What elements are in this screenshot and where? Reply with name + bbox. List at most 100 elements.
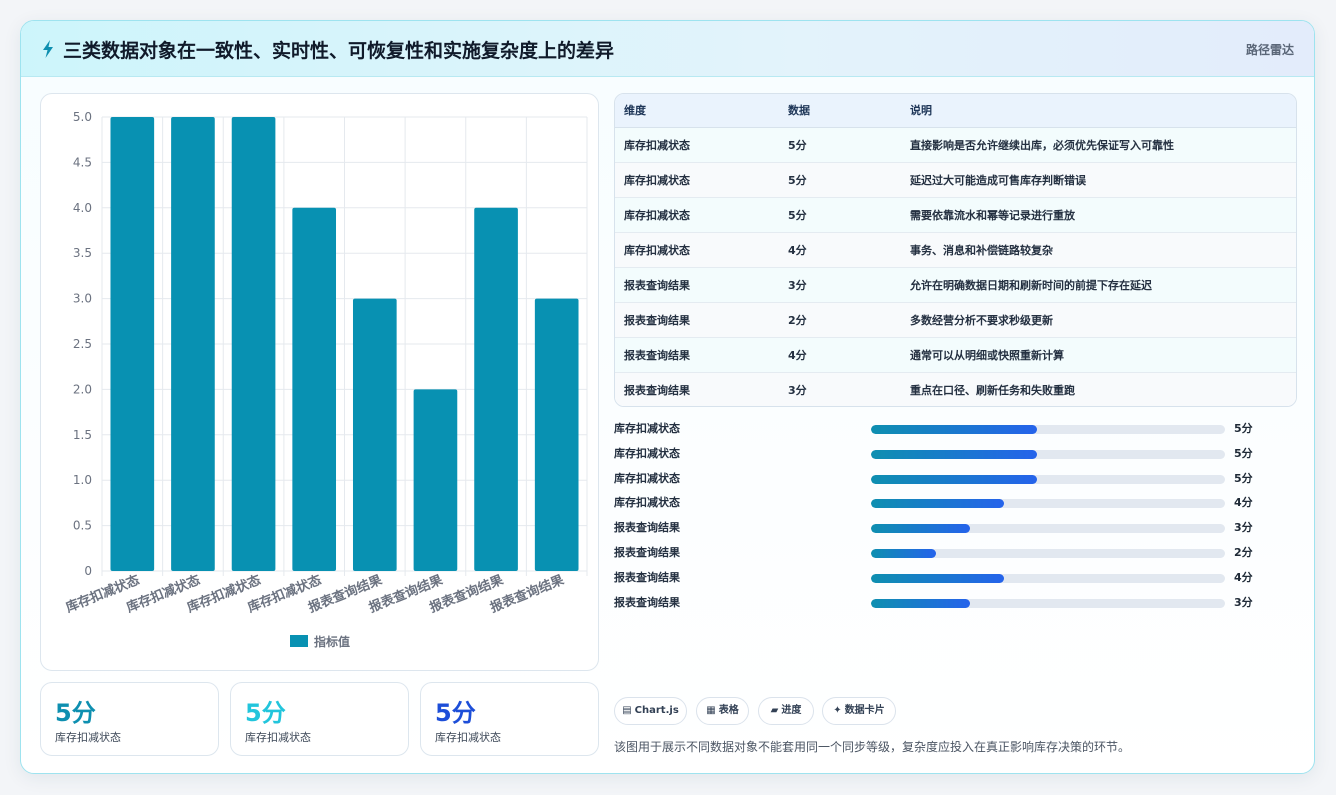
cell-dimension: 报表查询结果 bbox=[624, 383, 690, 397]
progress-value: 4分 bbox=[1234, 570, 1253, 584]
cell-data: 4分 bbox=[788, 243, 807, 257]
progress-fill bbox=[871, 598, 971, 608]
bar-chart: 00.51.01.52.02.53.03.54.04.55.0库存扣减状态库存扣… bbox=[63, 110, 588, 649]
progress-fill bbox=[871, 425, 1038, 434]
cell-dimension: 库存扣减状态 bbox=[624, 173, 690, 187]
cell-dimension: 报表查询结果 bbox=[624, 278, 690, 292]
progress-row: 报表查询结果 3分 bbox=[614, 516, 1297, 541]
legend-label: 指标值 bbox=[314, 634, 350, 649]
chart-icon: ▤ bbox=[622, 705, 632, 716]
bar bbox=[413, 389, 458, 571]
cell-data: 4分 bbox=[788, 348, 807, 362]
y-tick-label: 2.0 bbox=[73, 382, 92, 396]
chip-data-card[interactable]: ✦ 数据卡片 bbox=[822, 697, 896, 725]
y-tick-label: 3.0 bbox=[73, 292, 92, 306]
cell-dimension: 库存扣减状态 bbox=[624, 208, 690, 222]
table-row: 报表查询结果 4分 通常可以从明细或快照重新计算 bbox=[615, 337, 1296, 372]
chip-label: 数据卡片 bbox=[844, 705, 885, 716]
bar bbox=[110, 117, 155, 571]
y-tick-label: 0.5 bbox=[73, 519, 92, 533]
progress-label: 报表查询结果 bbox=[614, 595, 680, 609]
cell-note: 允许在明确数据日期和刷新时间的前提下存在延迟 bbox=[910, 278, 1152, 292]
progress-track bbox=[871, 524, 1225, 534]
table-row: 报表查询结果 3分 允许在明确数据日期和刷新时间的前提下存在延迟 bbox=[615, 267, 1296, 302]
cell-note: 事务、消息和补偿链路较复杂 bbox=[910, 243, 1053, 257]
chip-label: Chart.js bbox=[634, 705, 679, 716]
kpi-label: 库存扣减状态 bbox=[435, 731, 501, 744]
progress-fill bbox=[871, 499, 1004, 509]
cell-data: 5分 bbox=[788, 138, 807, 152]
legend-swatch bbox=[290, 635, 308, 647]
progress-fill bbox=[871, 524, 971, 534]
progress-value: 2分 bbox=[1234, 545, 1253, 559]
cell-note: 需要依靠流水和幂等记录进行重放 bbox=[910, 208, 1075, 222]
progress-label: 库存扣减状态 bbox=[614, 496, 680, 510]
table-row: 报表查询结果 3分 重点在口径、刷新任务和失败重跑 bbox=[615, 372, 1296, 406]
cell-data: 5分 bbox=[788, 208, 807, 222]
table-header-data: 数据 bbox=[779, 94, 901, 128]
progress-fill bbox=[871, 474, 1038, 484]
chip-progress[interactable]: ▰ 进度 bbox=[758, 697, 814, 725]
progress-track bbox=[871, 499, 1225, 509]
progress-track bbox=[871, 598, 1225, 608]
progress-icon: ▰ bbox=[770, 705, 779, 716]
cell-data: 2分 bbox=[788, 313, 807, 327]
progress-label: 报表查询结果 bbox=[614, 545, 680, 559]
y-tick-label: 5.0 bbox=[73, 110, 92, 124]
cell-note: 延迟过大可能造成可售库存判断错误 bbox=[910, 173, 1086, 187]
progress-row: 报表查询结果 2分 bbox=[614, 541, 1297, 566]
progress-value: 3分 bbox=[1234, 521, 1253, 535]
bar-chart-panel: 0 0.5 1.0 1.5 2.0 2.5 3.0 3.5 4.0 4.5 5.0 库存扣减状态 库存扣… bbox=[40, 93, 599, 671]
progress-row: 报表查询结果 4分 bbox=[614, 566, 1297, 591]
chip-label: 表格 bbox=[718, 705, 739, 716]
bar bbox=[352, 298, 397, 571]
cell-note: 重点在口径、刷新任务和失败重跑 bbox=[910, 383, 1075, 397]
y-tick-label: 3.5 bbox=[73, 246, 92, 260]
y-tick-label: 4.0 bbox=[73, 201, 92, 215]
table-icon: ▦ bbox=[706, 705, 716, 716]
y-tick-label: 1.0 bbox=[73, 473, 92, 487]
page-title: 三类数据对象在一致性、实时性、可恢复性和实施复杂度上的差异 bbox=[63, 40, 615, 62]
header-tag: 路径雷达 bbox=[1245, 43, 1294, 57]
kpi-value: 5分 bbox=[245, 699, 286, 727]
table-row: 库存扣减状态 4分 事务、消息和补偿链路较复杂 bbox=[615, 232, 1296, 267]
cell-data: 3分 bbox=[788, 383, 807, 397]
footnote: 该图用于展示不同数据对象不能套用同一个同步等级，复杂度应投入在真正影响库存决策的… bbox=[614, 740, 1131, 754]
kpi-value: 5分 bbox=[435, 699, 476, 727]
cell-dimension: 库存扣减状态 bbox=[624, 138, 690, 152]
progress-label: 报表查询结果 bbox=[614, 521, 680, 535]
progress-row: 库存扣减状态 5分 bbox=[614, 442, 1297, 467]
y-tick-label: 4.5 bbox=[73, 155, 92, 169]
main-card: 三类数据对象在一致性、实时性、可恢复性和实施复杂度上的差异 路径雷达 0 0.5 1… bbox=[20, 20, 1315, 774]
table-row: 库存扣减状态 5分 延迟过大可能造成可售库存判断错误 bbox=[615, 162, 1296, 197]
bar bbox=[231, 117, 276, 571]
table-header-dimension: 维度 bbox=[615, 94, 779, 128]
progress-row: 库存扣减状态 5分 bbox=[614, 467, 1297, 492]
lightning-icon bbox=[43, 40, 53, 58]
progress-track bbox=[871, 449, 1225, 459]
header-bar: 三类数据对象在一致性、实时性、可恢复性和实施复杂度上的差异 路径雷达 bbox=[21, 21, 1314, 77]
cell-dimension: 报表查询结果 bbox=[624, 348, 690, 362]
progress-label: 库存扣减状态 bbox=[614, 422, 680, 435]
progress-fill bbox=[871, 573, 1004, 583]
cell-dimension: 库存扣减状态 bbox=[624, 243, 690, 257]
table-row: 库存扣减状态 5分 直接影响是否允许继续出库，必须优先保证写入可靠性 bbox=[615, 127, 1296, 162]
chip-table[interactable]: ▦ 表格 bbox=[696, 697, 749, 725]
progress-value: 5分 bbox=[1234, 471, 1253, 485]
chip-chartjs[interactable]: ▤ Chart.js bbox=[614, 697, 687, 725]
progress-row: 库存扣减状态 4分 bbox=[614, 491, 1297, 516]
progress-value: 5分 bbox=[1234, 446, 1253, 460]
kpi-value: 5分 bbox=[55, 699, 96, 727]
kpi-card-2: 5分 库存扣减状态 bbox=[230, 682, 409, 756]
cell-data: 3分 bbox=[788, 278, 807, 292]
progress-track bbox=[871, 548, 1225, 558]
progress-label: 库存扣减状态 bbox=[614, 471, 680, 485]
chip-label: 进度 bbox=[781, 705, 802, 716]
progress-track bbox=[871, 425, 1225, 434]
kpi-label: 库存扣减状态 bbox=[245, 731, 311, 744]
kpi-card-1: 5分 库存扣减状态 bbox=[40, 682, 219, 756]
bar bbox=[534, 298, 579, 571]
sparkle-icon: ✦ bbox=[833, 705, 842, 716]
cell-note: 通常可以从明细或快照重新计算 bbox=[910, 348, 1064, 362]
bar bbox=[171, 117, 215, 571]
